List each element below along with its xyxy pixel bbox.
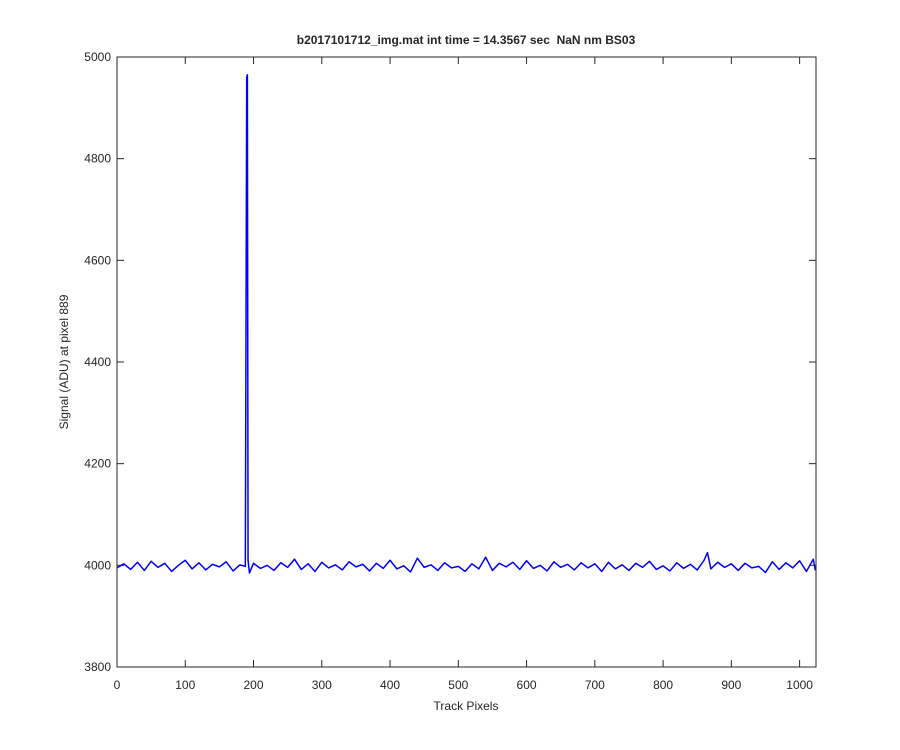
x-tick-label: 500 (448, 678, 468, 692)
y-tick-label: 3800 (84, 660, 111, 674)
y-tick-label: 4000 (84, 558, 111, 572)
y-axis-label: Signal (ADU) at pixel 889 (57, 294, 71, 429)
y-tick-label: 4200 (84, 457, 111, 471)
plot-frame (116, 56, 817, 668)
x-tick-label: 100 (175, 678, 195, 692)
data-line (116, 74, 817, 574)
x-tick-label: 0 (114, 678, 121, 692)
x-tick-label: 300 (312, 678, 332, 692)
y-tick-label: 4400 (84, 355, 111, 369)
chart-title: b2017101712_img.mat int time = 14.3567 s… (297, 33, 636, 47)
y-tick-label: 4800 (84, 152, 111, 166)
x-tick-label: 900 (721, 678, 741, 692)
x-tick-label: 200 (244, 678, 264, 692)
y-tick-label: 5000 (84, 50, 111, 64)
x-tick-label: 600 (517, 678, 537, 692)
x-tick-label: 800 (653, 678, 673, 692)
x-tick-label: 1000 (786, 678, 813, 692)
x-tick-label: 400 (380, 678, 400, 692)
y-tick-label: 4600 (84, 253, 111, 267)
x-tick-label: 700 (585, 678, 605, 692)
x-axis-label: Track Pixels (434, 699, 499, 713)
